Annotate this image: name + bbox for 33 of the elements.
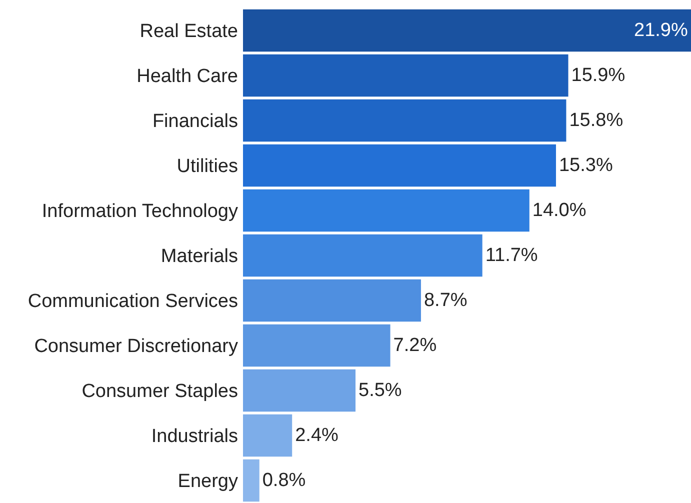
y-tick-label: Financials [152,111,238,132]
bar [243,369,356,412]
data-label: 7.2% [393,335,437,356]
data-label: 15.3% [558,155,613,176]
y-tick-label: Health Care [136,66,238,88]
data-label: 5.5% [358,380,402,401]
bar [243,324,390,367]
data-label: 2.4% [295,425,339,446]
y-tick-label: Information Technology [42,201,238,222]
bar [243,234,482,277]
data-label: 8.7% [424,290,468,311]
data-label: 15.9% [571,65,626,86]
bar [243,144,556,187]
bar [243,54,568,97]
y-tick-label: Energy [178,471,238,492]
y-tick-label: Industrials [151,426,238,448]
y-tick-label: Utilities [176,156,238,178]
bar [243,189,530,232]
data-label: 11.7% [485,245,538,266]
y-tick-label: Materials [160,246,238,268]
y-tick-label: Consumer Staples [82,381,238,402]
y-tick-label: Consumer Discretionary [34,336,238,358]
bar [243,9,691,52]
bar [243,279,421,322]
y-tick-label: Real Estate [140,21,238,42]
data-label: 15.8% [569,110,624,131]
bar [243,99,566,142]
bar [243,414,292,457]
data-label: 0.8% [262,470,306,491]
y-tick-label: Communication Services [28,291,238,312]
data-label: 14.0% [532,200,586,221]
data-label: 21.9% [634,20,688,41]
bar [243,459,260,502]
